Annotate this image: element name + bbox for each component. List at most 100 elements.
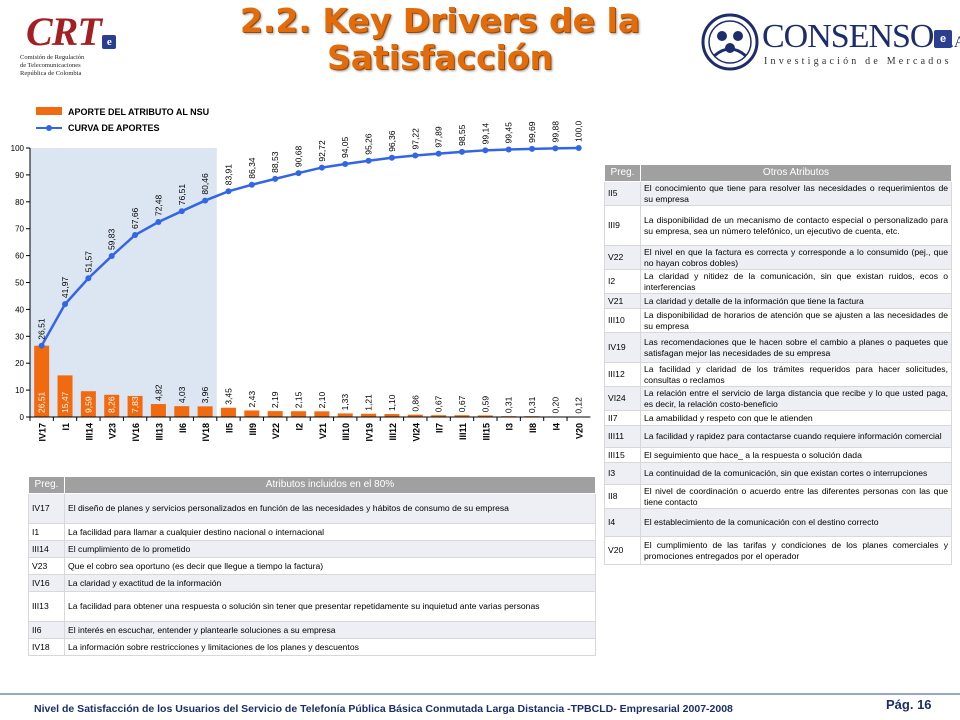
- other-code-cell: I2: [604, 269, 641, 294]
- other-row: III11 La facilidad y rapidez para contact…: [604, 425, 952, 448]
- line-data-label: 26,51: [37, 318, 47, 340]
- other-attributes-table: Preg. Otros Atributos II5 El conocimiento…: [604, 164, 952, 565]
- included-desc-cell: El interés en escuchar, entender y plant…: [64, 621, 596, 639]
- line-point: [108, 253, 115, 260]
- page-title-line1: 2.2. Key Drivers de la: [239, 1, 641, 40]
- x-tick-label: IV19: [365, 423, 375, 442]
- other-desc-cell: La disponibilidad de horarios de atenció…: [640, 308, 952, 333]
- bar: [34, 345, 50, 417]
- x-tick-label: IV17: [38, 423, 48, 442]
- included-code-cell: III13: [28, 591, 65, 622]
- other-row: V22 El nivel en que la factura es correct…: [604, 245, 952, 270]
- x-tick-label: II8: [528, 423, 538, 433]
- bar: [220, 407, 236, 417]
- line-data-label: 95,26: [364, 133, 374, 155]
- other-code-cell: V21: [604, 293, 641, 309]
- included-row: IV17 El diseño de planes y servicios pers…: [28, 493, 596, 524]
- bar-data-label: 1,33: [340, 394, 350, 411]
- bar-data-label: 8,26: [107, 396, 117, 413]
- line-data-label: 100,0: [574, 120, 584, 142]
- bar: [150, 404, 166, 417]
- line-point: [318, 164, 325, 171]
- included-attributes-table: Preg. Atributos incluidos en el 80% IV17…: [28, 476, 596, 656]
- globe-people-icon: [701, 13, 759, 71]
- bar-data-label: 2,15: [294, 391, 304, 408]
- y-tick-label: 80: [15, 198, 24, 207]
- line-point: [458, 148, 465, 155]
- footer-divider: [0, 693, 960, 695]
- line-data-label: 90,68: [294, 146, 304, 168]
- line-data-label: 97,22: [410, 128, 420, 150]
- line-data-label: 99,14: [480, 123, 490, 145]
- y-axis: 0 10 20 30 40 50 60 70 80 90 100: [11, 144, 31, 422]
- line-point: [202, 197, 209, 204]
- bar-data-label: 0,31: [527, 396, 537, 413]
- bar-series: [34, 345, 587, 417]
- legend-bar-label: APORTE DEL ATRIBUTO AL NSU: [68, 107, 209, 117]
- other-desc-cell: La continuidad de la comunicación, sin q…: [640, 462, 952, 485]
- y-tick-label: 30: [15, 332, 24, 341]
- x-tick-label: V21: [318, 423, 328, 439]
- other-row: III12 La facilidad y claridad de los trám…: [604, 362, 952, 387]
- bar-data-label: 2,10: [317, 392, 327, 409]
- y-tick-label: 40: [15, 305, 24, 314]
- other-row: VI24 La relación entre el servicio de lar…: [604, 386, 952, 411]
- legend-line-marker: [46, 125, 52, 131]
- other-code-cell: I4: [604, 508, 641, 537]
- other-desc-cell: Las recomendaciones que le hacen sobre e…: [640, 332, 952, 363]
- line-point: [38, 342, 45, 349]
- other-attributes-body: II5 El conocimiento que tiene para resolv…: [604, 181, 952, 565]
- line-data-label: 86,34: [247, 157, 257, 179]
- line-data-labels: 26,51 41,97 51,57 59,83 67,66 72,48 76,51 80,46…: [37, 120, 584, 339]
- x-tick-label: IV18: [201, 423, 211, 442]
- other-row: III9 La disponibilidad de un mecanismo de…: [604, 205, 952, 246]
- other-code-cell: II7: [604, 410, 641, 426]
- other-code-cell: III12: [604, 362, 641, 387]
- line-point: [272, 175, 279, 182]
- x-tick-label: IV16: [131, 423, 141, 442]
- line-data-label: 99,69: [527, 121, 537, 143]
- crt-e-icon: e: [101, 35, 116, 49]
- page-title-line2: Satisfacción: [327, 38, 553, 77]
- included-row: II6 El interés en escuchar, entender y pl…: [28, 621, 596, 639]
- consenso-tagline: Investigación de Mercados: [764, 56, 952, 67]
- consenso-brand-name: CONSENSO: [762, 18, 934, 55]
- x-tick-label: III15: [481, 423, 491, 441]
- x-tick-label: II6: [178, 423, 188, 433]
- other-code-cell: V22: [604, 245, 641, 270]
- included-header-code: Preg.: [28, 476, 65, 494]
- bar: [407, 414, 423, 417]
- line-point: [132, 231, 139, 238]
- y-tick-label: 100: [11, 144, 25, 153]
- other-code-cell: V20: [604, 536, 641, 565]
- line-point: [482, 147, 489, 154]
- included-row: III14 El cumplimiento de lo prometido: [28, 540, 596, 558]
- other-code-cell: VI24: [604, 386, 641, 411]
- bar-data-label: 26,51: [37, 391, 47, 413]
- other-row: III15 El seguimiento que hace_ a la respu…: [604, 447, 952, 463]
- included-desc-cell: La facilidad para llamar a cualquier des…: [64, 523, 596, 541]
- x-tick-label: III14: [84, 423, 94, 441]
- bar-data-label: 1,21: [364, 394, 374, 411]
- page-title: 2.2. Key Drivers de la Satisfacción: [160, 2, 720, 76]
- crt-logo-text: CRT: [26, 9, 102, 54]
- chart-legend: APORTE DEL ATRIBUTO AL NSU CURVA DE APOR…: [36, 107, 209, 133]
- other-row: I3 La continuidad de la comunicación, sin…: [604, 462, 952, 485]
- bar-data-label: 15,47: [60, 391, 70, 413]
- other-code-cell: III10: [604, 308, 641, 333]
- line-point: [155, 219, 162, 226]
- included-header-desc: Atributos incluidos en el 80%: [64, 476, 596, 494]
- y-tick-label: 0: [20, 413, 25, 422]
- y-tick-label: 90: [15, 171, 24, 180]
- bar: [80, 391, 96, 417]
- consenso-brand: CONSENSO S.A.: [762, 18, 960, 56]
- bar: [174, 406, 190, 417]
- bar-data-labels: 26,51 15,47 9,59 8,26 7,83 4,82 4,03 3,96 3,45 2,…: [37, 384, 584, 413]
- bar-data-label: 4,82: [153, 384, 163, 401]
- x-tick-label: III10: [341, 423, 351, 441]
- line-point: [575, 145, 582, 151]
- bar: [454, 415, 470, 417]
- x-tick-label: V23: [108, 423, 118, 439]
- line-data-label: 99,45: [504, 122, 514, 144]
- line-data-label: 98,55: [457, 124, 467, 146]
